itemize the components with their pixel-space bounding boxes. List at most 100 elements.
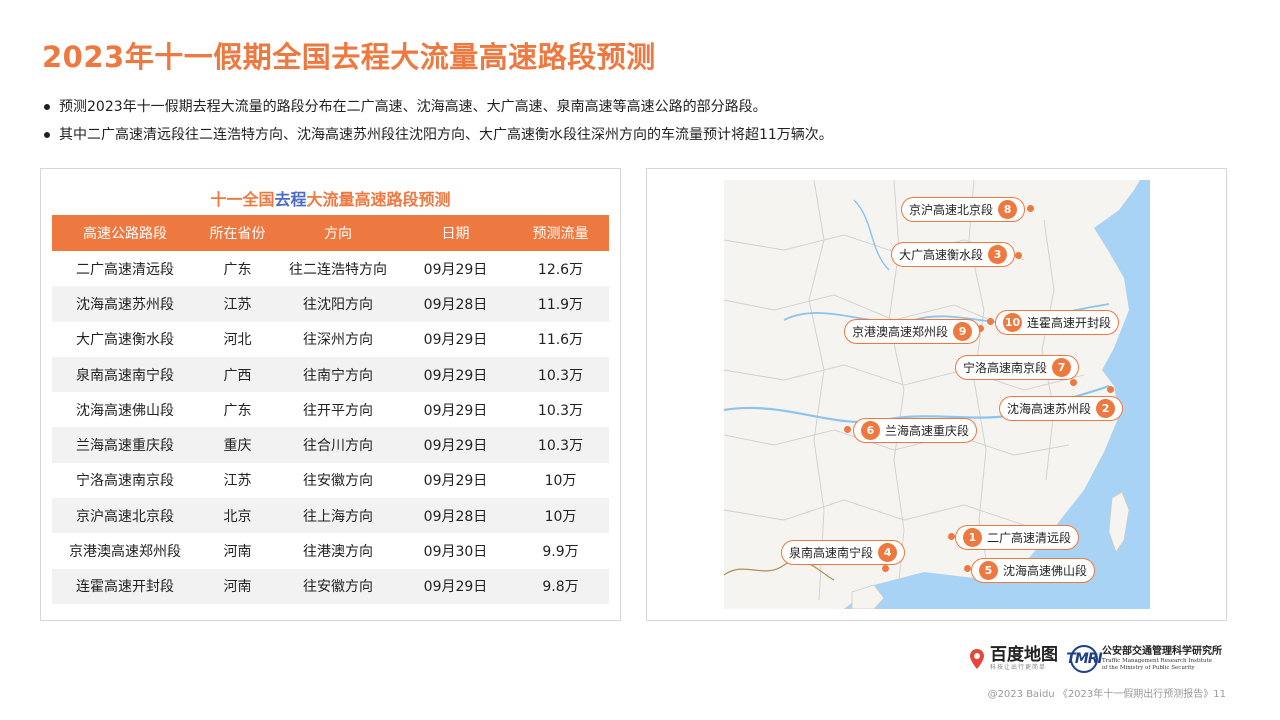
cell-direction: 往安徽方向 [277,568,399,604]
pin-number-badge: 5 [979,561,998,580]
tmri-logo: TMRI 公安部交通管理科学研究所 Traffic Management Res… [1066,645,1222,673]
cell-province: 广东 [223,261,252,278]
pin-number-badge: 10 [1003,313,1022,332]
cell-volume: 12.6万 [537,261,584,278]
cell-volume: 10.3万 [512,427,609,463]
cell-road: 宁洛高速南京段 [76,473,174,490]
table-row: 京沪高速北京段 北京 往上海方向 09月28日 10万 [52,498,609,534]
pin-label: 沈海高速佛山段 [1003,564,1088,578]
location-dot [1107,386,1114,393]
tmri-english-name-2: of the Ministry of Public Security [1102,665,1195,671]
route-forecast-table: 高速公路路段 所在省份 方向 日期 预测流量 二广高速清远段 广东 往二连浩特方向 0… [52,215,609,604]
map-pin-2: 沈海高速苏州段 2 [999,396,1124,421]
cell-province: 河南 [223,544,252,561]
map-background [724,180,1150,609]
cell-direction: 往深州方向 [303,332,373,349]
pin-label: 京港澳高速郑州段 [852,325,949,339]
pin-label: 连霍高速开封段 [1027,316,1112,330]
cell-date: 09月28日 [399,498,512,534]
col-header-date: 日期 [399,215,512,251]
tmri-english-name-1: Traffic Management Research Institute [1102,658,1213,664]
pin-number-badge: 6 [861,421,880,440]
cell-direction: 往安徽方向 [303,473,373,490]
cell-direction: 往港澳方向 [303,544,373,561]
cell-volume: 10.3万 [512,356,609,393]
map-pin-6: 6 兰海高速重庆段 [853,418,978,443]
china-highway-map: 京沪高速北京段 8 大广高速衡水段 3 10 连霍高速开封段 京港澳高速郑州段 9 宁洛… [724,180,1150,609]
map-pin-3: 大广高速衡水段 3 [891,242,1016,267]
col-header-volume: 预测流量 [512,215,609,251]
map-pin-8: 京沪高速北京段 8 [901,197,1026,222]
cell-date: 09月29日 [423,332,488,349]
pin-number-badge: 1 [963,528,982,547]
tmri-emblem-icon: TMRI [1066,645,1103,673]
cell-date: 09月29日 [399,568,512,604]
col-header-direction: 方向 [277,215,399,251]
cell-direction: 往南宁方向 [277,356,399,393]
cell-province: 重庆 [198,427,277,463]
page-footer: @2023 Baidu 《2023年十一假期出行预测报告》11 [987,689,1226,700]
map-pin-5: 5 沈海高速佛山段 [971,558,1096,583]
location-dot [987,318,994,325]
cell-volume: 9.9万 [542,544,579,561]
table-title-highlight: 去程 [274,190,307,209]
cell-province: 北京 [198,498,277,534]
bullet-item: 其中二广高速清远段往二连浩特方向、沈海高速苏州段往沈阳方向、大广高速衡水段往深州… [42,121,1242,149]
cell-direction: 往开平方向 [303,402,373,419]
map-pin-10: 10 连霍高速开封段 [995,310,1120,335]
col-header-province: 所在省份 [198,215,277,251]
location-dot [882,565,889,572]
cell-direction: 往上海方向 [277,498,399,534]
cell-direction: 往二连浩特方向 [289,261,387,278]
pin-label: 二广高速清远段 [987,531,1072,545]
page-title: 2023年十一假期全国去程大流量高速路段预测 [42,40,656,74]
baidu-map-name: 百度地图 [990,645,1058,665]
national-border [724,560,835,581]
pin-number-badge: 3 [988,245,1008,264]
map-pin-7: 宁洛高速南京段 7 [955,355,1080,380]
location-dot [1070,379,1077,386]
table-panel: 十一全国去程大流量高速路段预测 高速公路路段 所在省份 方向 日期 预测流量 二… [40,168,621,621]
pin-label: 沈海高速苏州段 [1007,402,1092,416]
baidu-map-logo: 百度地图 科技让出行更简单 [970,646,1058,672]
sea-area [844,180,1150,609]
cell-direction: 往合川方向 [277,427,399,463]
cell-road: 二广高速清远段 [76,261,174,278]
cell-road: 兰海高速重庆段 [52,427,198,463]
location-dot [1015,252,1022,259]
tmri-name: 公安部交通管理科学研究所 [1102,646,1222,657]
table-header-row: 高速公路路段 所在省份 方向 日期 预测流量 [52,215,609,251]
map-pin-icon [970,649,984,669]
cell-volume: 11.9万 [512,286,609,322]
cell-direction: 往沈阳方向 [277,286,399,322]
pin-number-badge: 9 [953,322,973,341]
location-dot [844,426,851,433]
cell-province: 河南 [198,568,277,604]
col-header-road: 高速公路路段 [52,215,198,251]
pin-number-badge: 8 [998,200,1018,219]
cell-date: 09月30日 [423,544,488,561]
bullet-item: 预测2023年十一假期去程大流量的路段分布在二广高速、沈海高速、大广高速、泉南高… [42,93,1242,121]
bullet-dot-icon [44,132,50,138]
cell-road: 京港澳高速郑州段 [69,544,181,561]
pin-label: 宁洛高速南京段 [963,361,1048,375]
location-dot [948,533,955,540]
pin-label: 京沪高速北京段 [909,203,994,217]
cell-road: 泉南高速南宁段 [52,356,198,393]
cell-road: 连霍高速开封段 [52,568,198,604]
pin-label: 大广高速衡水段 [899,248,984,262]
bullet-text: 预测2023年十一假期去程大流量的路段分布在二广高速、沈海高速、大广高速、泉南高… [59,99,767,115]
cell-volume: 10万 [512,498,609,534]
cell-volume: 9.8万 [512,568,609,604]
pin-label: 泉南高速南宁段 [789,546,874,560]
cell-volume: 10.3万 [537,402,584,419]
location-dot [977,325,984,332]
table-row: 大广高速衡水段 河北 往深州方向 09月29日 11.6万 [52,322,609,357]
cell-road: 京沪高速北京段 [52,498,198,534]
location-dot [1027,205,1034,212]
cell-province: 河北 [223,332,252,349]
province-boundaries [724,180,1085,601]
table-row: 京港澳高速郑州段 河南 往港澳方向 09月30日 9.9万 [52,533,609,568]
cell-date: 09月29日 [423,261,488,278]
taiwan-island [1108,491,1130,553]
